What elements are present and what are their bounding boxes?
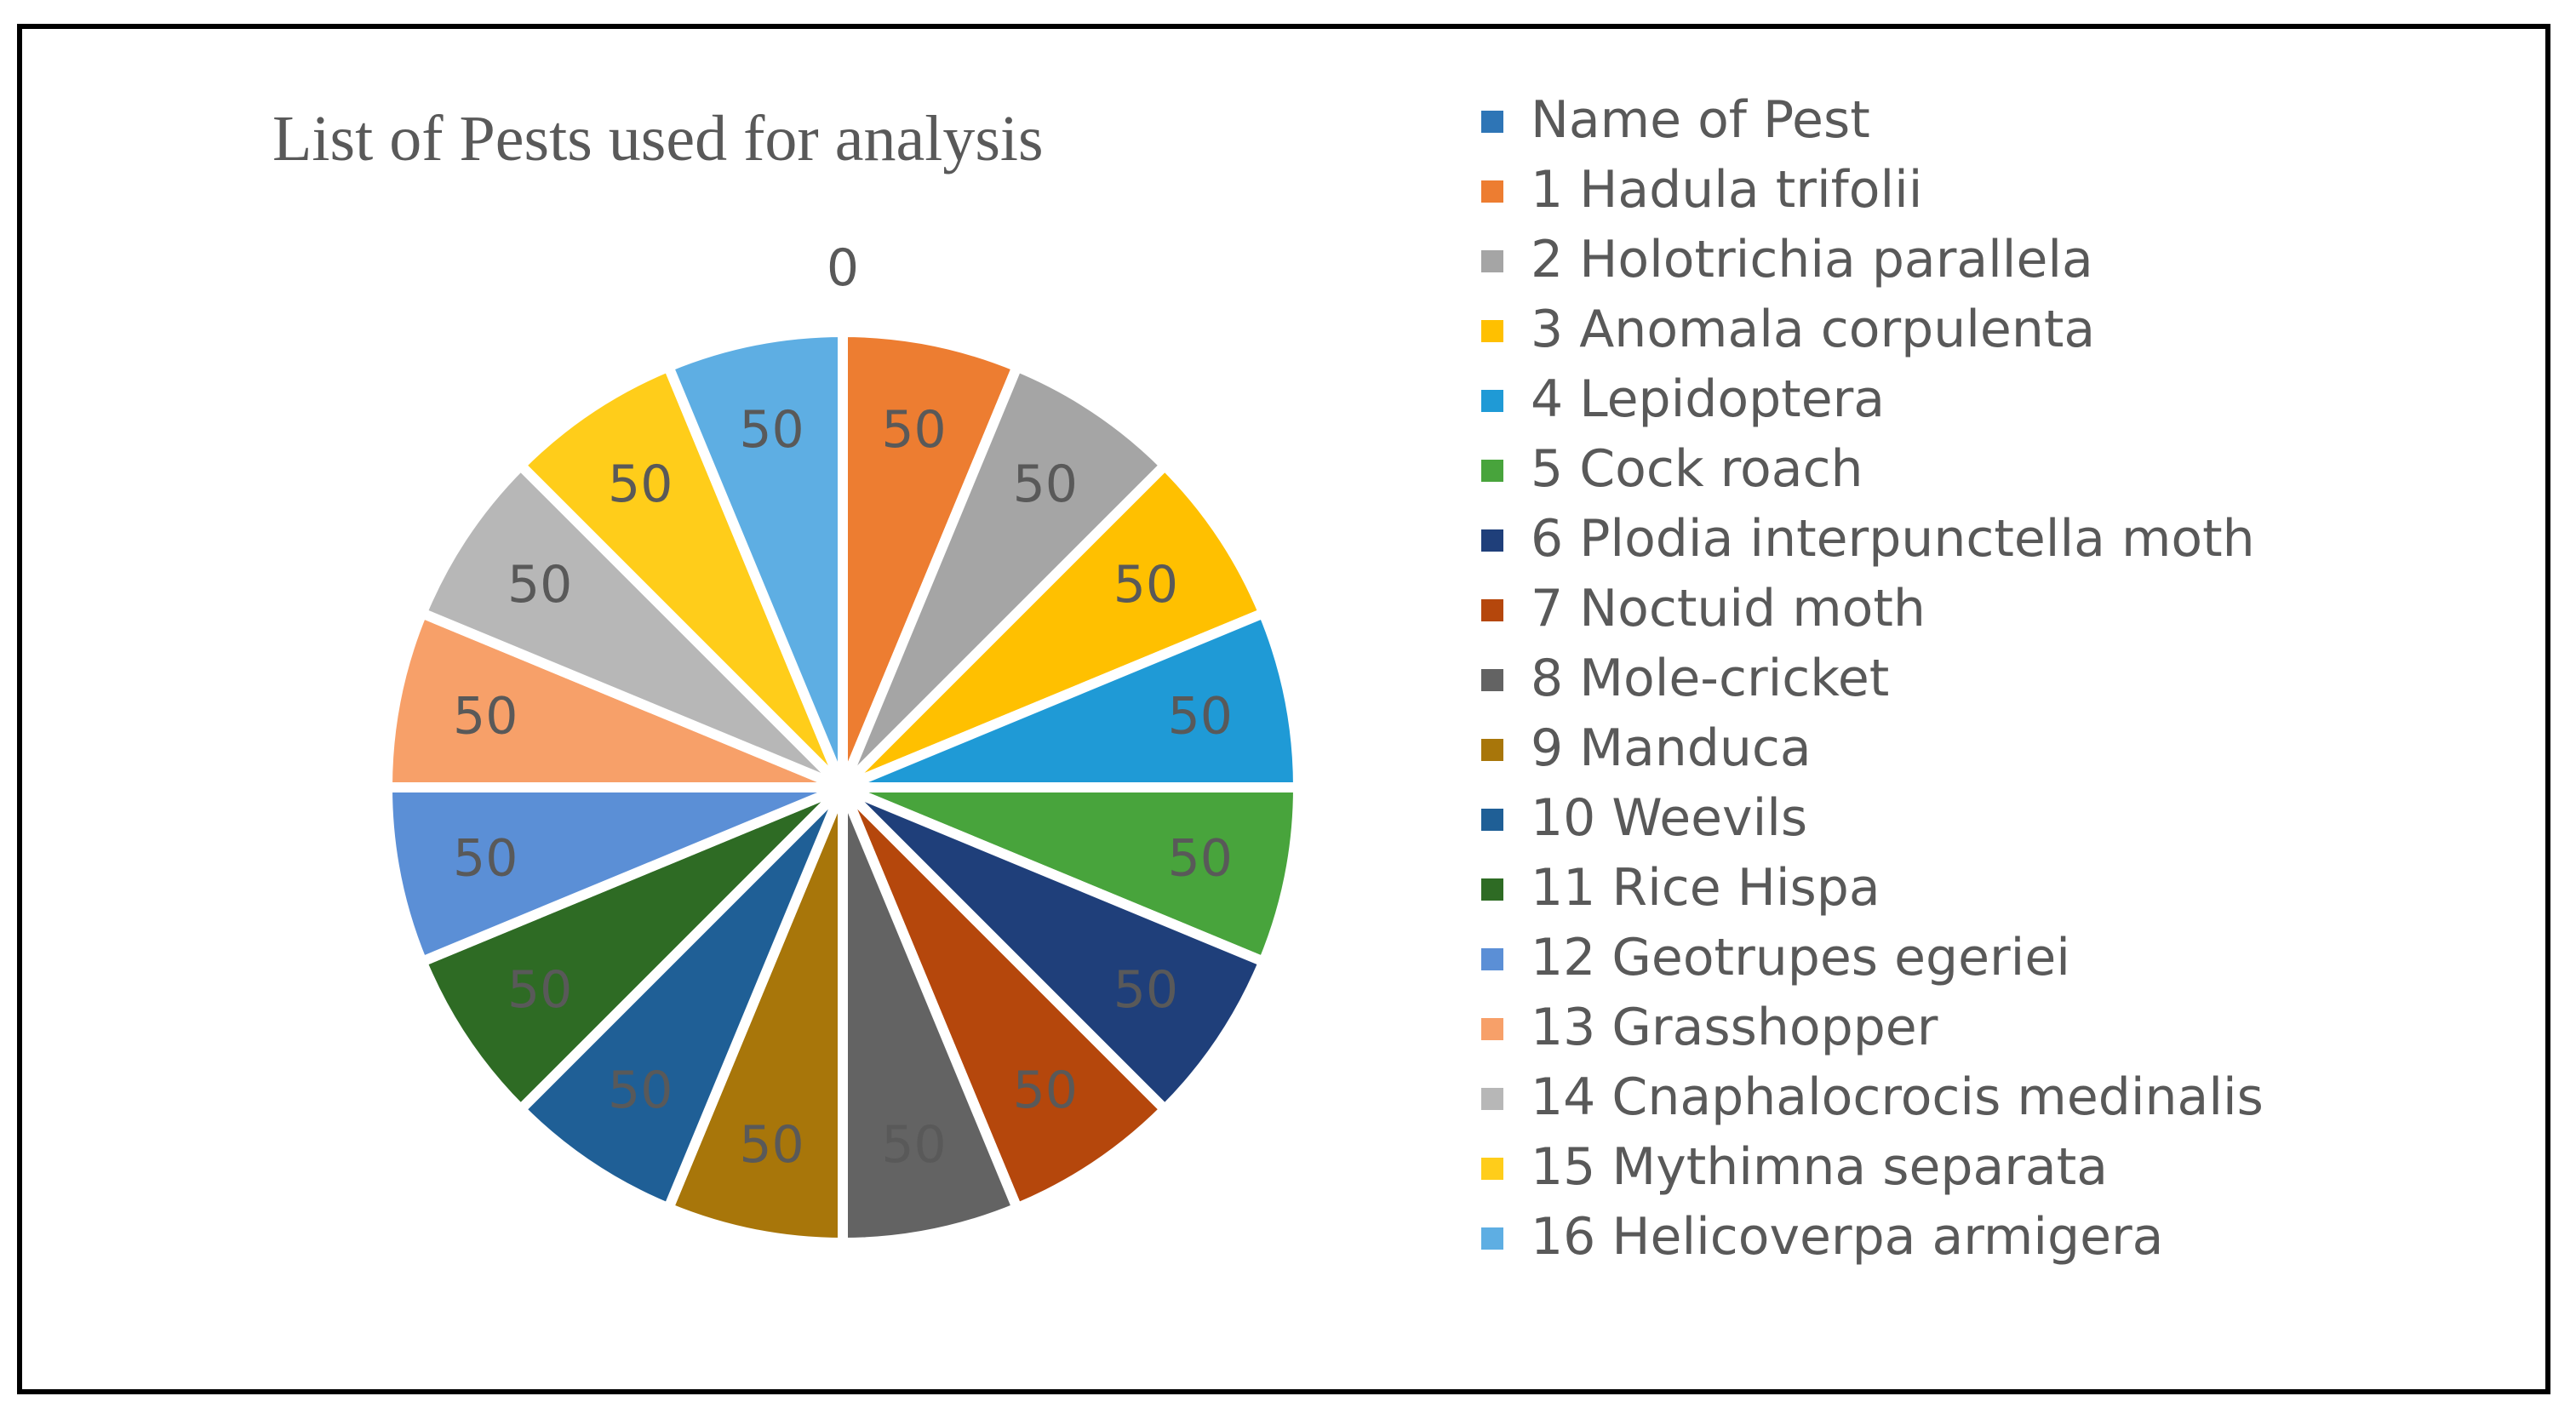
legend-label: Name of Pest: [1531, 90, 1870, 150]
pie-slice-2: [838, 361, 1171, 792]
legend-swatch: [1481, 1227, 1503, 1250]
data-label-2: 50: [1013, 455, 1078, 514]
legend-item: 6 Plodia interpunctella moth: [1481, 504, 2418, 574]
chart-title: List of Pests used for analysis: [272, 103, 1044, 175]
legend-item: 11 Rice Hispa: [1481, 853, 2418, 923]
pie-slice-7: [838, 782, 1171, 1214]
legend-item: 1 Hadula trifolii: [1481, 155, 2418, 225]
legend-swatch: [1481, 1158, 1503, 1180]
data-label-5: 50: [1168, 828, 1233, 888]
pie-slice-14: [416, 460, 848, 792]
pie-slice-16: [663, 327, 848, 792]
data-label-4: 50: [1168, 687, 1233, 747]
legend-swatch: [1481, 529, 1503, 552]
legend-label: 5 Cock roach: [1531, 439, 1863, 499]
legend-swatch: [1481, 111, 1503, 133]
legend-swatch: [1481, 180, 1503, 203]
legend-item: 16 Helicoverpa armigera: [1481, 1202, 2418, 1272]
legend-item: 8 Mole-cricket: [1481, 644, 2418, 713]
legend-item: 13 Grasshopper: [1481, 993, 2418, 1062]
legend-label: 4 Lepidoptera: [1531, 369, 1886, 429]
legend-swatch: [1481, 878, 1503, 901]
pie-slice-11: [416, 782, 848, 1115]
legend-label: 15 Mythimna separata: [1531, 1137, 2108, 1197]
legend-label: 10 Weevils: [1531, 788, 1808, 848]
legend-label: 14 Cnaphalocrocis medinalis: [1531, 1067, 2264, 1127]
data-label-8: 50: [881, 1115, 946, 1175]
data-label-14: 50: [507, 555, 572, 615]
pie-slice-6: [838, 782, 1269, 1115]
legend-item: 7 Noctuid moth: [1481, 574, 2418, 644]
legend-item: Name of Pest: [1481, 85, 2418, 155]
legend-label: 9 Manduca: [1531, 718, 1812, 778]
data-label-13: 50: [453, 687, 518, 747]
legend-swatch: [1481, 390, 1503, 412]
pie-slice-12: [382, 782, 848, 967]
legend-swatch: [1481, 599, 1503, 621]
legend-label: 12 Geotrupes egeriei: [1531, 928, 2070, 987]
legend-label: 8 Mole-cricket: [1531, 649, 1890, 708]
legend-item: 14 Cnaphalocrocis medinalis: [1481, 1062, 2418, 1132]
data-label-3: 50: [1113, 555, 1178, 615]
legend-item: 2 Holotrichia parallela: [1481, 225, 2418, 295]
data-label-6: 50: [1113, 960, 1178, 1020]
legend-label: 2 Holotrichia parallela: [1531, 230, 2093, 289]
legend-item: 4 Lepidoptera: [1481, 364, 2418, 434]
legend-label: 3 Anomala corpulenta: [1531, 300, 2096, 359]
legend-item: 5 Cock roach: [1481, 434, 2418, 504]
data-label-9: 50: [739, 1115, 804, 1175]
legend-item: 15 Mythimna separata: [1481, 1132, 2418, 1202]
data-label-15: 50: [608, 455, 673, 514]
legend-swatch: [1481, 739, 1503, 761]
data-label-7: 50: [1013, 1061, 1078, 1120]
data-label-0: 0: [827, 238, 859, 298]
legend-swatch: [1481, 948, 1503, 970]
legend-swatch: [1481, 320, 1503, 342]
legend-label: 6 Plodia interpunctella moth: [1531, 509, 2255, 569]
legend-label: 7 Noctuid moth: [1531, 579, 1926, 638]
legend-label: 16 Helicoverpa armigera: [1531, 1207, 2164, 1267]
pie-slice-4: [838, 608, 1303, 792]
pie-slice-10: [515, 782, 848, 1214]
legend-label: 11 Rice Hispa: [1531, 858, 1880, 918]
legend-label: 1 Hadula trifolii: [1531, 160, 1923, 220]
legend-item: 10 Weevils: [1481, 783, 2418, 853]
pie-slice-8: [838, 782, 1022, 1248]
legend-swatch: [1481, 460, 1503, 482]
data-label-11: 50: [507, 960, 572, 1020]
data-label-12: 50: [453, 828, 518, 888]
legend-swatch: [1481, 669, 1503, 691]
legend-label: 13 Grasshopper: [1531, 998, 1938, 1057]
legend-swatch: [1481, 250, 1503, 272]
chart-legend: Name of Pest 1 Hadula trifolii 2 Holotrich…: [1481, 85, 2418, 1272]
legend-swatch: [1481, 809, 1503, 831]
legend-swatch: [1481, 1018, 1503, 1040]
data-label-10: 50: [608, 1061, 673, 1120]
pie-slice-3: [838, 460, 1269, 792]
legend-item: 3 Anomala corpulenta: [1481, 295, 2418, 364]
data-label-16: 50: [739, 400, 804, 460]
legend-swatch: [1481, 1088, 1503, 1110]
legend-item: 9 Manduca: [1481, 713, 2418, 783]
data-label-1: 50: [881, 400, 946, 460]
pie-slice-15: [515, 361, 848, 792]
legend-item: 12 Geotrupes egeriei: [1481, 923, 2418, 993]
